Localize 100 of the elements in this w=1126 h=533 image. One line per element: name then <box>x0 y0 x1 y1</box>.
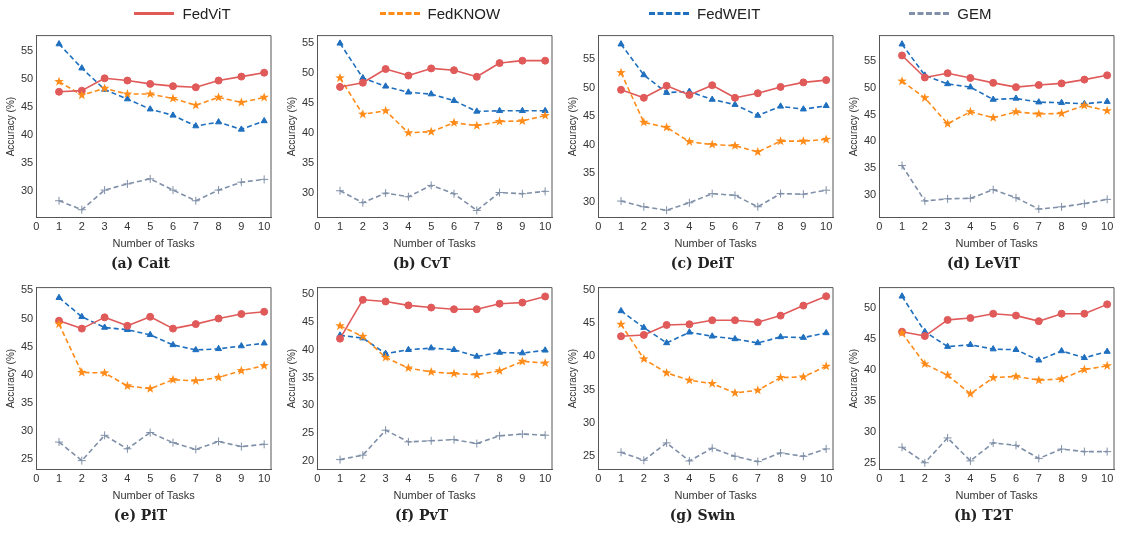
x-tick-label: 4 <box>686 220 693 233</box>
x-tick-label: 7 <box>192 472 199 485</box>
y-tick-label: 30 <box>20 423 34 436</box>
y-tick-label: 55 <box>20 283 34 296</box>
y-tick-label: 45 <box>20 99 34 112</box>
y-axis-title: Accuracy (%) <box>566 348 578 409</box>
x-tick-label: 10 <box>820 472 833 485</box>
x-tick-label: 1 <box>336 472 344 485</box>
x-tick-label: 1 <box>336 220 344 233</box>
y-axis-title: Accuracy (%) <box>285 348 297 409</box>
x-tick-label: 8 <box>496 220 503 233</box>
x-tick-label: 8 <box>215 220 222 233</box>
x-axis-title: Number of Tasks <box>674 489 758 502</box>
x-tick-label: 0 <box>876 220 883 233</box>
x-tick-label: 3 <box>382 220 389 233</box>
y-axis-title: Accuracy (%) <box>4 96 16 157</box>
x-tick-label: 0 <box>33 220 40 233</box>
x-tick-label: 6 <box>169 220 177 233</box>
x-tick-label: 9 <box>519 472 526 485</box>
y-tick-label: 40 <box>863 363 877 376</box>
x-tick-label: 0 <box>595 472 602 485</box>
x-tick-label: 4 <box>686 472 693 485</box>
y-tick-label: 30 <box>863 188 877 201</box>
y-tick-label: 45 <box>301 96 315 109</box>
x-tick-label: 3 <box>101 220 108 233</box>
x-tick-label: 10 <box>1101 472 1114 485</box>
x-tick-label: 7 <box>1035 220 1042 233</box>
x-tick-label: 3 <box>944 472 951 485</box>
x-tick-label: 3 <box>663 220 670 233</box>
x-tick-label: 8 <box>1058 472 1065 485</box>
y-axis-title: Accuracy (%) <box>566 96 578 157</box>
y-tick-label: 45 <box>582 315 596 328</box>
x-tick-label: 2 <box>921 472 928 485</box>
y-tick-label: 35 <box>582 166 596 179</box>
x-tick-label: 7 <box>754 220 761 233</box>
y-tick-label: 55 <box>863 53 877 66</box>
y-tick-label: 40 <box>20 128 34 141</box>
x-tick-label: 4 <box>405 220 412 233</box>
x-axis-title: Number of Tasks <box>112 237 196 250</box>
x-tick-label: 5 <box>709 472 716 485</box>
x-tick-label: 0 <box>595 220 602 233</box>
x-tick-label: 6 <box>1012 472 1020 485</box>
x-tick-label: 5 <box>428 472 435 485</box>
x-tick-label: 1 <box>55 220 63 233</box>
x-tick-label: 4 <box>967 220 974 233</box>
x-tick-label: 9 <box>1081 220 1088 233</box>
y-tick-label: 55 <box>301 36 315 49</box>
x-tick-label: 5 <box>147 472 154 485</box>
x-tick-label: 3 <box>944 220 951 233</box>
legend-label: GEM <box>957 4 992 22</box>
x-tick-label: 0 <box>33 472 40 485</box>
y-tick-label: 40 <box>301 125 315 138</box>
x-tick-label: 5 <box>990 472 997 485</box>
text: (d) LeViT <box>946 254 1021 273</box>
text: (a) Cait <box>109 254 172 273</box>
x-tick-label: 6 <box>450 220 458 233</box>
x-tick-label: 7 <box>1035 472 1042 485</box>
x-tick-label: 6 <box>169 472 177 485</box>
y-tick-label: 30 <box>863 425 877 438</box>
x-tick-label: 4 <box>124 220 131 233</box>
y-tick-label: 45 <box>20 339 34 352</box>
x-tick-label: 7 <box>192 220 199 233</box>
y-tick-label: 25 <box>582 449 596 462</box>
y-axis-title: Accuracy (%) <box>847 348 859 409</box>
y-tick-label: 50 <box>863 301 877 314</box>
legend-label: FedViT <box>182 4 231 22</box>
x-tick-label: 4 <box>405 472 412 485</box>
x-tick-label: 2 <box>78 220 85 233</box>
y-tick-label: 45 <box>863 332 877 345</box>
y-tick-label: 30 <box>301 398 315 411</box>
x-tick-label: 4 <box>124 472 131 485</box>
y-tick-label: 50 <box>582 282 596 295</box>
x-tick-label: 10 <box>539 472 552 485</box>
legend-label: FedKNOW <box>427 4 501 22</box>
x-tick-label: 3 <box>101 472 108 485</box>
x-tick-label: 10 <box>1101 220 1114 233</box>
y-tick-label: 35 <box>301 370 315 383</box>
y-tick-label: 30 <box>582 415 596 428</box>
y-tick-label: 50 <box>20 311 34 324</box>
x-tick-label: 4 <box>967 472 974 485</box>
y-tick-label: 25 <box>20 451 34 464</box>
x-tick-label: 8 <box>496 472 503 485</box>
x-tick-label: 8 <box>777 472 784 485</box>
x-tick-label: 5 <box>709 220 716 233</box>
x-tick-label: 7 <box>754 472 761 485</box>
x-tick-label: 9 <box>519 220 526 233</box>
x-tick-label: 6 <box>1012 220 1020 233</box>
x-tick-label: 9 <box>238 220 245 233</box>
x-tick-label: 5 <box>428 220 435 233</box>
x-tick-label: 9 <box>800 220 807 233</box>
y-tick-label: 50 <box>582 80 596 93</box>
x-tick-label: 7 <box>473 472 480 485</box>
x-tick-label: 10 <box>258 472 271 485</box>
y-tick-label: 50 <box>301 66 315 79</box>
x-tick-label: 9 <box>800 472 807 485</box>
y-tick-label: 40 <box>20 367 34 380</box>
y-tick-label: 35 <box>582 382 596 395</box>
y-axis-title: Accuracy (%) <box>4 348 16 409</box>
y-tick-label: 40 <box>863 134 877 147</box>
x-tick-label: 8 <box>777 220 784 233</box>
